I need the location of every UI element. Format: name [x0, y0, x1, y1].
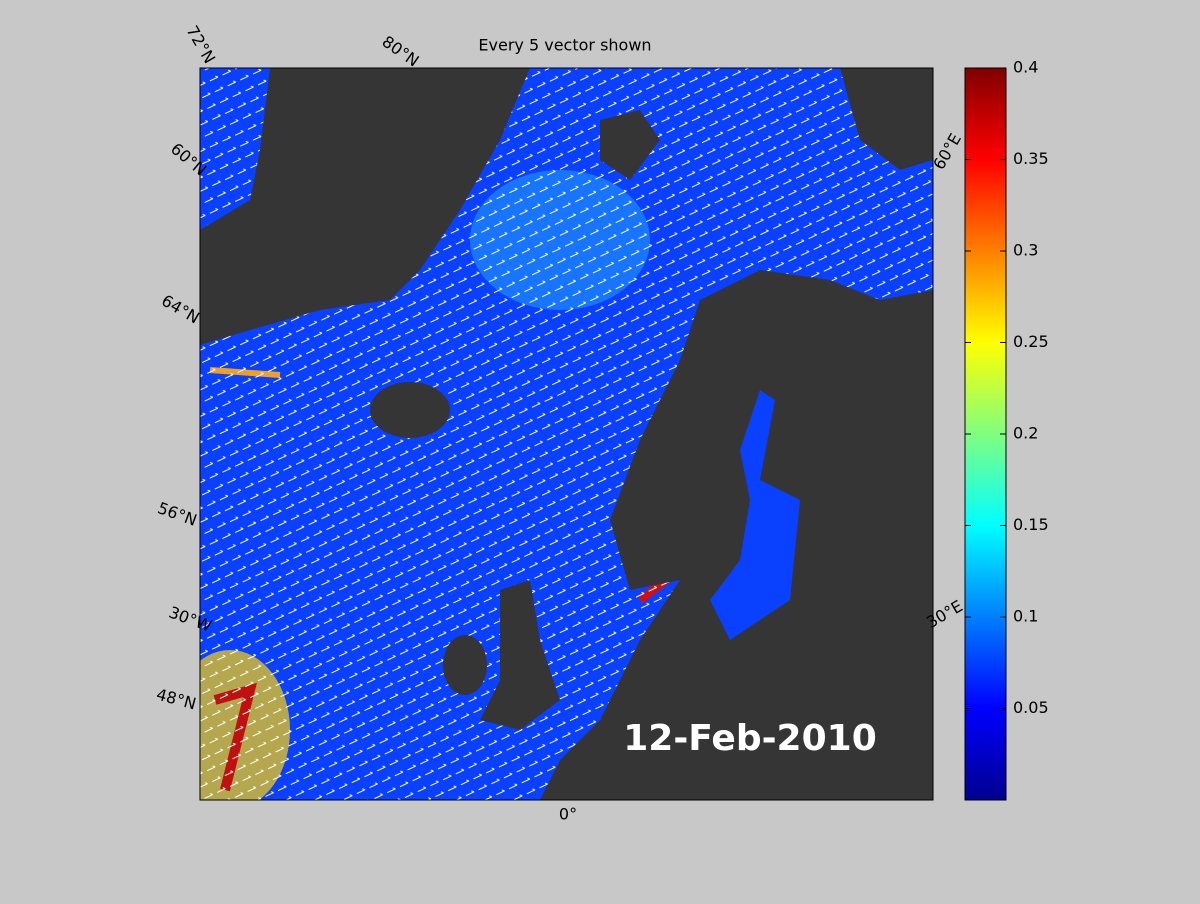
colorbar-tick-label: 0.35 — [1013, 149, 1049, 168]
lon-label: 0° — [559, 805, 577, 824]
greenland — [200, 68, 530, 345]
colorbar-tick-label: 0.4 — [1013, 58, 1038, 77]
baltic — [710, 390, 800, 640]
map — [200, 68, 933, 800]
map-frame — [199, 67, 934, 801]
scandinavia-europe — [540, 270, 933, 800]
land — [840, 68, 933, 170]
svalbard — [600, 110, 660, 180]
ireland — [443, 635, 487, 695]
title: Every 5 vector shown — [478, 36, 651, 55]
colorbar-tick-label: 0.2 — [1013, 424, 1038, 443]
colorbar-tick-label: 0.25 — [1013, 332, 1049, 351]
colorbar-tick-label: 0.05 — [1013, 698, 1049, 717]
colorbar-tick-label: 0.15 — [1013, 515, 1049, 534]
iceland — [370, 382, 450, 438]
colorbar — [964, 67, 1007, 801]
britain — [480, 580, 560, 730]
date-label: 12-Feb-2010 — [623, 718, 877, 759]
colorbar-tick-label: 0.3 — [1013, 241, 1038, 260]
colorbar-tick-label: 0.1 — [1013, 607, 1038, 626]
